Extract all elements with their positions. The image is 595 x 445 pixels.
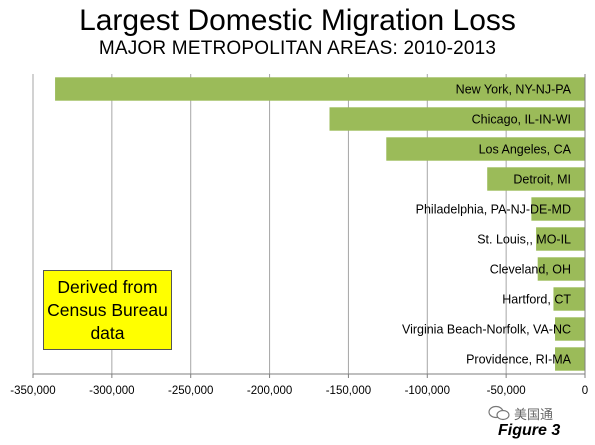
bar — [531, 197, 585, 221]
callout-line-1: Derived from — [57, 276, 158, 297]
x-tick-label: -300,000 — [89, 385, 134, 397]
bar — [537, 257, 585, 281]
x-tick-labels: -350,000 -300,000 -250,000 -200,000 -150,000… — [10, 385, 588, 397]
bar-labels: New York, NY-NJ-PA Chicago, IL-IN-WI Los A… — [402, 83, 572, 367]
x-tick-label: -200,000 — [247, 385, 292, 397]
source-callout: Derived from Census Bureau data — [43, 270, 172, 350]
bar — [555, 317, 585, 341]
bar-label: Providence, RI-MA — [466, 353, 572, 367]
chat-bubble-icon — [488, 405, 510, 421]
watermark-text: 美国通 — [514, 406, 554, 422]
x-tick-label: 0 — [582, 385, 588, 397]
bar-label: Los Angeles, CA — [479, 143, 572, 157]
bar-label: Chicago, IL-IN-WI — [472, 113, 571, 127]
bar — [487, 167, 585, 191]
callout-line-3: data — [90, 322, 125, 343]
bar — [55, 77, 585, 101]
bar-label: Philadelphia, PA-NJ-DE-MD — [416, 203, 571, 217]
x-axis — [32, 74, 586, 378]
chart-subtitle: MAJOR METROPOLITAN AREAS: 2010-2013 — [98, 38, 497, 59]
callout-line-2: Census Bureau — [47, 299, 168, 320]
x-tick-label: -150,000 — [326, 385, 371, 397]
figure-label: Figure 3 — [498, 422, 561, 439]
bar — [329, 107, 585, 131]
bar — [386, 137, 585, 161]
bars — [55, 77, 585, 371]
bar-label: Hartford, CT — [502, 293, 571, 307]
x-tick-label: -100,000 — [405, 385, 450, 397]
bar — [555, 347, 585, 371]
bar — [553, 287, 585, 311]
bar-label: Cleveland, OH — [490, 263, 571, 277]
bar — [536, 227, 585, 251]
x-tick-label: -350,000 — [10, 385, 55, 397]
bar-label: Detroit, MI — [513, 173, 571, 187]
chart-title: Largest Domestic Migration Loss — [79, 4, 516, 37]
bar-label: St. Louis,, MO-IL — [477, 233, 571, 247]
bar-label: Virginia Beach-Norfolk, VA-NC — [402, 323, 571, 337]
x-tick-label: -250,000 — [168, 385, 213, 397]
x-tick-label: -50,000 — [487, 385, 526, 397]
watermark: 美国通 — [488, 404, 553, 422]
bar-label: New York, NY-NJ-PA — [456, 83, 572, 97]
